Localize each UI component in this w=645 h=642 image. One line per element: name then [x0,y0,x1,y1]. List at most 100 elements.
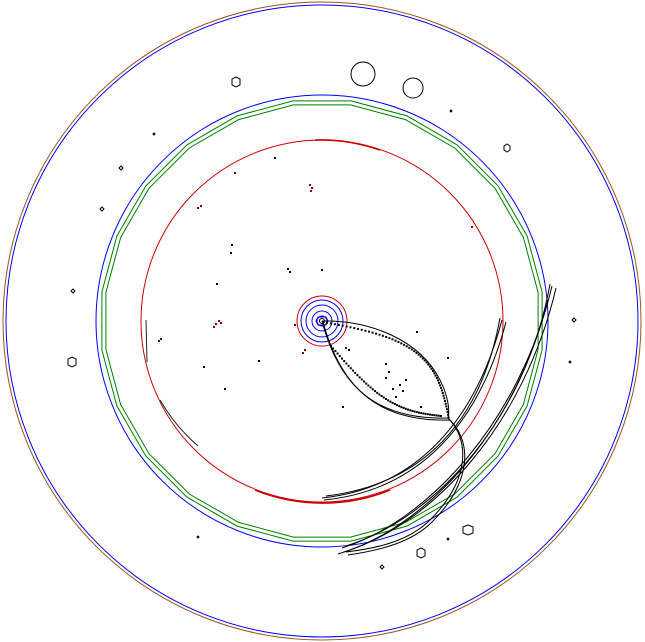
hit-point [349,326,352,329]
hit-point [426,413,429,416]
hit-point [389,400,392,403]
hit-point [380,395,383,398]
hit-point [424,412,427,415]
hit-point [442,394,445,397]
hit-point [258,360,260,362]
hit-point [385,363,387,365]
hit-point [349,367,352,370]
hit-point [231,244,233,246]
hit-point [385,377,387,379]
hit-point [446,410,449,413]
hit-point [405,345,408,348]
hit-point [437,414,440,417]
hit-point [371,331,374,334]
muon-layer-polygon [101,100,543,542]
hit-point [347,364,350,367]
hit-point [425,361,428,364]
hit-point [304,349,306,351]
hit-point [388,371,390,373]
particle-tracks [321,283,557,556]
hit-point [413,350,416,353]
hit-point [322,321,324,323]
hit-point [440,415,442,417]
track-loop-upper [321,320,450,419]
hit-point [444,400,447,403]
cluster-tiny [449,109,453,113]
hit-point [395,396,397,398]
hit-point [200,205,202,207]
hit-point [287,268,289,270]
hit-point [398,405,401,408]
hit-point [334,350,337,353]
hit-point [394,339,397,342]
hit-point [420,412,423,415]
hit-point [443,397,446,400]
hit-point [363,380,365,383]
hit-point [391,338,394,341]
track-hits [322,321,450,419]
hit-point [158,340,160,342]
hit-point [445,405,448,408]
hit-point [203,366,205,368]
hit-point [392,388,394,390]
cluster-medium [402,77,424,99]
hit-point [435,376,438,379]
hit-point [440,386,443,389]
hit-point [374,390,376,393]
hit-point [224,388,226,390]
hit-point [376,391,379,394]
hit-point [310,190,312,192]
hit-point [274,157,276,159]
hit-point [423,359,426,362]
cluster-tiny [196,535,200,539]
hit-point [382,396,385,399]
hit-point [311,187,313,189]
cluster-tiny [446,537,450,541]
hit-point [302,352,304,354]
hit-point [352,369,354,372]
hit-point [354,371,357,374]
hit-point [378,333,381,336]
cluster-small [416,547,426,559]
hit-point [369,386,372,389]
hit-point [367,384,370,387]
hit-point [417,353,420,356]
hit-point [403,343,406,346]
hit-point [418,411,420,414]
cluster-tiny [379,564,385,570]
hit-point [415,411,418,414]
hit-point [397,340,400,343]
hit-point [434,374,437,377]
hit-point [230,252,232,254]
hit-point [391,401,394,404]
hit-point [471,226,473,228]
hit-point [409,409,412,412]
hit-point [336,352,339,355]
cluster-tiny [70,288,76,294]
hit-point [413,410,416,413]
hit-point [402,406,405,409]
hit-point [348,349,350,351]
tracker-outline [140,139,504,504]
outer-calorimeter-ring [5,4,639,638]
hit-point [197,207,199,209]
hit-point [220,322,222,324]
hit-point [408,346,411,349]
hit-point [436,379,439,382]
tracker-hits [158,172,473,354]
cluster-tiny [568,360,572,364]
scattered-hits [203,157,449,408]
hit-point [431,413,434,416]
hit-point [430,367,433,370]
hit-point [381,334,384,337]
hit-point [422,412,425,415]
hit-point [433,414,436,417]
cluster-tiny [152,132,156,136]
cluster-large [350,61,376,87]
hit-point [371,388,374,391]
cluster-small [67,356,77,368]
hit-point [360,328,363,331]
hit-point [338,355,341,358]
hit-point [337,323,340,326]
hit-point [399,384,401,386]
